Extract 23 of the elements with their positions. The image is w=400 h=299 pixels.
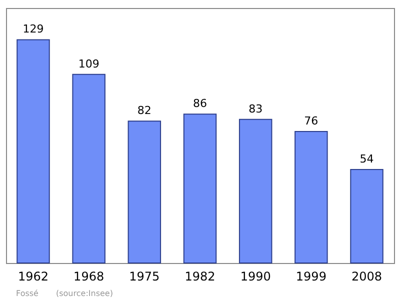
bar bbox=[183, 114, 217, 264]
x-tick-label: 1975 bbox=[129, 270, 160, 284]
bar bbox=[16, 39, 50, 264]
x-tick-label: 2008 bbox=[351, 270, 382, 284]
data-label: 76 bbox=[304, 114, 318, 128]
x-tick-label: 1999 bbox=[296, 270, 326, 284]
data-label: 109 bbox=[78, 57, 100, 70]
x-tick-label: 1968 bbox=[74, 270, 104, 284]
data-label: 83 bbox=[248, 102, 263, 116]
x-tick-label: 1962 bbox=[18, 270, 49, 284]
bar bbox=[238, 118, 272, 264]
x-tick-label: 1990 bbox=[240, 270, 271, 284]
data-label: 82 bbox=[137, 104, 152, 118]
text: Fossé bbox=[16, 289, 39, 298]
x-tick-label: 1982 bbox=[184, 270, 216, 284]
bar bbox=[128, 120, 162, 264]
bar bbox=[350, 169, 384, 264]
bar bbox=[72, 74, 106, 264]
data-label: 54 bbox=[360, 152, 374, 166]
data-label: 129 bbox=[22, 22, 44, 36]
bar bbox=[294, 130, 328, 264]
data-label: 86 bbox=[193, 97, 207, 110]
text: (source:Insee) bbox=[56, 289, 113, 298]
